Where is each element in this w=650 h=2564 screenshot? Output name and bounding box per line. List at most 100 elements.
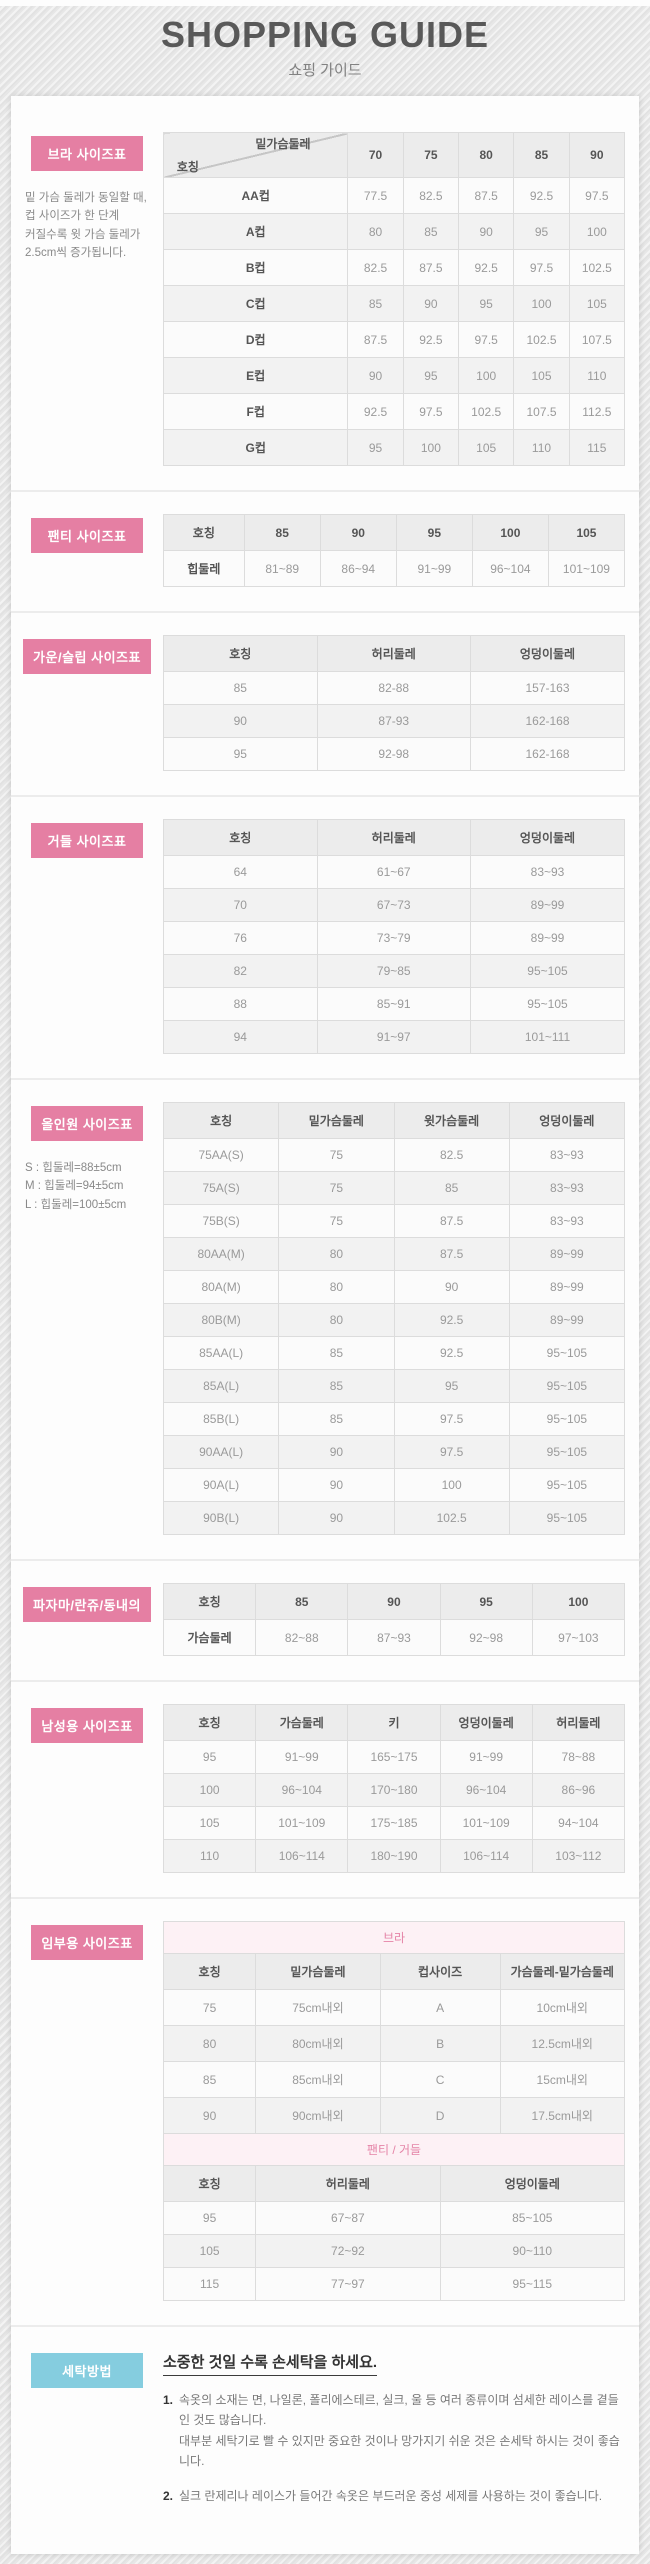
data-cell: 100 bbox=[162, 1773, 257, 1807]
data-cell: 82-88 bbox=[316, 671, 471, 705]
data-cell: F컵 bbox=[162, 393, 349, 430]
data-cell: 90 bbox=[278, 1501, 395, 1535]
pajama-sidebar: 파자마/란쥬/동내의 bbox=[11, 1583, 163, 1622]
allinone-sidebar: 올인원 사이즈표 S : 힙둘레=88±5cm M : 힙둘레=94±5cm L… bbox=[11, 1102, 163, 1214]
data-cell: 105 bbox=[162, 2234, 257, 2268]
data-cell: 17.5cm내외 bbox=[499, 2097, 626, 2134]
data-cell: 102.5 bbox=[568, 249, 626, 286]
header-cell: 호칭 bbox=[162, 1583, 257, 1620]
data-cell: 95 bbox=[513, 213, 570, 250]
header-cell: 95 bbox=[395, 514, 473, 551]
data-cell: 82.5 bbox=[393, 1138, 510, 1172]
size-table-row: 가슴둘레 82~88 87~93 92~98 97~103 bbox=[162, 1619, 626, 1656]
data-cell: 89~99 bbox=[508, 1237, 626, 1271]
size-table-row: 115 77~97 95~115 bbox=[162, 2267, 626, 2301]
section-pajama: 파자마/란쥬/동내의 호칭 85 90 95 100 가슴둘레 82~88 87~93 92~9… bbox=[11, 1559, 639, 1680]
data-cell: B bbox=[379, 2025, 501, 2062]
data-cell: 85AA(L) bbox=[162, 1336, 280, 1370]
header-cell: 75 bbox=[402, 132, 460, 178]
girdle-sidebar: 거들 사이즈표 bbox=[11, 819, 163, 858]
data-cell: C컵 bbox=[162, 285, 349, 322]
size-table-row: 90AA(L) 90 97.5 95~105 bbox=[162, 1435, 626, 1469]
data-cell: 73~79 bbox=[316, 921, 471, 955]
data-cell: 89~99 bbox=[470, 921, 625, 955]
panty-table-wrap: 호칭 85 90 95 100 105 힙둘레 81~89 86~94 91~99 96~104 10… bbox=[163, 514, 626, 587]
data-cell: 92.5 bbox=[393, 1336, 510, 1370]
data-cell: 102.5 bbox=[393, 1501, 510, 1535]
data-cell: 87.5 bbox=[347, 321, 404, 358]
header-cell: 호칭 bbox=[162, 1102, 280, 1139]
data-cell: 88 bbox=[163, 987, 318, 1021]
data-cell: 67~87 bbox=[255, 2201, 441, 2235]
size-table-row: 브라 bbox=[163, 1921, 625, 1954]
data-cell: 90 bbox=[163, 704, 318, 738]
allinone-table-wrap: 호칭 밑가슴둘레 윗가슴둘레 엉덩이둘레 75AA(S) 75 82.5 83~93 75A(S… bbox=[162, 1102, 626, 1535]
bra-note-line: 컵 사이즈가 한 단계 bbox=[25, 210, 120, 223]
data-cell: 95~105 bbox=[508, 1402, 626, 1436]
page-title: SHOPPING GUIDE bbox=[160, 14, 490, 55]
data-cell: 89~99 bbox=[470, 888, 625, 922]
header-cell: 호칭 bbox=[162, 1953, 257, 1990]
size-table-row: 95 92-98 162-168 bbox=[163, 737, 625, 771]
data-cell: 180~190 bbox=[347, 1839, 441, 1873]
size-table-row: 80 80cm내외 B 12.5cm내외 bbox=[162, 2025, 626, 2062]
size-table-row: 64 61~67 83~93 bbox=[163, 855, 625, 889]
washing-item-text: 속옷의 소재는 면, 나일론, 폴리에스테르, 실크, 울 등 여러 종류이며 … bbox=[179, 2390, 625, 2472]
page-header: SHOPPING GUIDE 쇼핑 가이드 bbox=[0, 6, 650, 96]
header-cell: 80 bbox=[458, 132, 515, 178]
bra-size-table: 밑가슴둘레 호칭 70 75 80 85 90 AA컵 77.5 82.5 87.5 92.5 97.5… bbox=[162, 132, 626, 466]
data-cell: 115 bbox=[162, 2267, 257, 2301]
size-table-row: 팬티 / 거들 bbox=[163, 2133, 625, 2166]
data-cell: D컵 bbox=[162, 321, 349, 358]
data-cell: 90cm내외 bbox=[255, 2097, 381, 2134]
header-cell: 가슴둘레-밑가슴둘레 bbox=[499, 1953, 626, 1990]
size-table-row: 호칭 밑가슴둘레 윗가슴둘레 엉덩이둘레 bbox=[162, 1102, 626, 1139]
header-cell: 엉덩이둘레 bbox=[470, 819, 625, 856]
data-cell: 80 bbox=[278, 1237, 395, 1271]
data-cell: 101~109 bbox=[439, 1806, 533, 1840]
data-cell: B컵 bbox=[162, 249, 349, 286]
data-cell: 85 bbox=[278, 1369, 395, 1403]
diagonal-bottom-label: 호칭 bbox=[176, 160, 199, 174]
data-cell: 75 bbox=[278, 1171, 395, 1205]
header-cell: 허리둘레 bbox=[255, 2165, 441, 2202]
data-cell: 83~93 bbox=[508, 1204, 626, 1238]
data-cell: 95 bbox=[347, 429, 404, 466]
header-cell: 호칭 bbox=[163, 635, 318, 672]
header-cell: 105 bbox=[547, 514, 626, 551]
header-cell: 100 bbox=[531, 1583, 626, 1620]
data-cell: 91~99 bbox=[395, 550, 473, 587]
data-cell: AA컵 bbox=[162, 177, 349, 214]
gown-size-table: 호칭 허리둘레 엉덩이둘레 85 82-88 157-163 90 87-93 162-168 9… bbox=[163, 635, 625, 771]
data-cell: 86~94 bbox=[319, 550, 397, 587]
header-cell: 엉덩이둘레 bbox=[439, 2165, 626, 2202]
band-cell: 팬티 / 거들 bbox=[163, 2133, 625, 2166]
section-girdle: 거들 사이즈표 호칭 허리둘레 엉덩이둘레 64 61~67 83~93 70 67~73 89… bbox=[11, 795, 639, 1078]
data-cell: 94 bbox=[163, 1020, 318, 1054]
data-cell: 70 bbox=[163, 888, 318, 922]
data-cell: 83~93 bbox=[470, 855, 625, 889]
girdle-size-table: 호칭 허리둘레 엉덩이둘레 64 61~67 83~93 70 67~73 89~99 76 73~… bbox=[163, 819, 625, 1054]
header-cell: 가슴둘레 bbox=[255, 1704, 349, 1741]
data-cell: 10cm내외 bbox=[499, 1989, 626, 2026]
size-table-row: 힙둘레 81~89 86~94 91~99 96~104 101~109 bbox=[163, 550, 626, 587]
size-table-row: 85AA(L) 85 92.5 95~105 bbox=[162, 1336, 626, 1370]
mens-sidebar: 남성용 사이즈표 bbox=[11, 1704, 163, 1743]
size-table-row: 105 72~92 90~110 bbox=[162, 2234, 626, 2268]
size-table-row: A컵 80 85 90 95 100 bbox=[162, 213, 626, 250]
size-table-row: 82 79~85 95~105 bbox=[163, 954, 625, 988]
size-table-row: 100 96~104 170~180 96~104 86~96 bbox=[162, 1773, 626, 1807]
size-table-row: 85 82-88 157-163 bbox=[163, 671, 625, 705]
size-table-row: 80B(M) 80 92.5 89~99 bbox=[162, 1303, 626, 1337]
maternity-panty-girdle-table: 팬티 / 거들 호칭 허리둘레 엉덩이둘레 95 67~87 85~105 105 72~92 9… bbox=[162, 2133, 626, 2301]
header-cell: 85 bbox=[513, 132, 570, 178]
allinone-section-label: 올인원 사이즈표 bbox=[31, 1106, 143, 1141]
size-table-row: 호칭 허리둘레 엉덩이둘레 bbox=[162, 2165, 626, 2202]
size-table-row: 호칭 가슴둘레 키 엉덩이둘레 허리둘레 bbox=[162, 1704, 626, 1741]
mens-section-label: 남성용 사이즈표 bbox=[31, 1708, 143, 1743]
data-cell: 100 bbox=[458, 357, 515, 394]
header-cell: 호칭 bbox=[163, 514, 245, 551]
header-cell: 엉덩이둘레 bbox=[470, 635, 625, 672]
data-cell: 95~105 bbox=[508, 1435, 626, 1469]
